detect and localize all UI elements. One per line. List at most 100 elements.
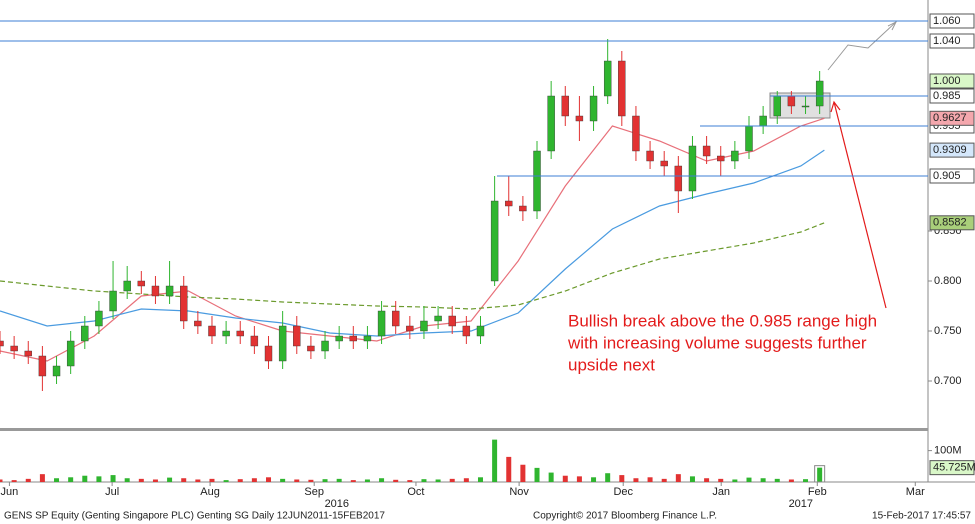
volume-bar — [534, 467, 540, 482]
volume-bar — [788, 479, 794, 482]
volume-bar — [421, 479, 427, 482]
candle-body — [731, 150, 739, 162]
level-label-box — [929, 13, 975, 29]
volume-bar — [68, 477, 74, 482]
volume-bar — [393, 479, 399, 482]
candle-body — [307, 345, 315, 352]
value-label: 45.725M — [933, 462, 975, 474]
candle-body — [660, 160, 668, 167]
candle-body — [490, 200, 499, 282]
footer-center: Copyright© 2017 Bloomberg Finance L.P. — [533, 511, 717, 522]
price-label-box — [929, 73, 975, 89]
volume-bar — [266, 477, 272, 482]
candle-body — [222, 330, 230, 337]
projection-arrow — [827, 21, 897, 71]
candle-body — [674, 165, 683, 192]
volume-bar — [11, 480, 17, 482]
candle-body — [10, 345, 18, 352]
volume-bar — [124, 478, 130, 482]
candle-body — [95, 310, 103, 327]
volume-bar — [181, 478, 187, 482]
pane-separator — [0, 428, 928, 431]
volume-bar — [280, 478, 286, 482]
level-label: 1.040 — [933, 35, 961, 47]
volume-bar — [138, 478, 144, 482]
volume-bar — [294, 479, 300, 482]
year-label: 2017 — [789, 498, 813, 510]
candle-body — [589, 95, 598, 122]
candle-body — [151, 285, 160, 297]
candle-body — [264, 345, 273, 362]
x-tick-label: Oct — [407, 486, 424, 498]
x-tick-label: Mar — [906, 486, 925, 498]
y-tick-label: 0.700 — [934, 375, 962, 387]
volume-bar — [251, 478, 257, 482]
volume-bar — [364, 479, 370, 482]
volume-bar — [82, 475, 88, 482]
volume-bar — [407, 480, 413, 482]
candle-body — [448, 315, 456, 327]
price-label: 1.000 — [933, 75, 961, 87]
x-tick-label: Jan — [712, 486, 730, 498]
candle-body — [646, 150, 654, 162]
volume-bar — [477, 477, 483, 482]
candle-body — [801, 105, 810, 108]
price-label-box — [929, 110, 975, 126]
x-tick-label: Sep — [304, 486, 324, 498]
volume-bar — [633, 478, 639, 482]
x-tick-label: Aug — [200, 486, 220, 498]
volume-bar — [223, 480, 229, 482]
volume-bar — [322, 479, 328, 482]
annotation: upside next — [568, 355, 655, 374]
volume-bar — [379, 478, 385, 482]
candle-body — [24, 350, 32, 357]
volume-bar — [675, 474, 681, 482]
volume-bar — [110, 475, 116, 482]
candle-body — [618, 60, 626, 117]
candle-body — [38, 355, 47, 377]
annotation: Bullish break above the 0.985 range high — [568, 311, 877, 330]
y-tick-label: 0.750 — [934, 325, 962, 337]
volume-bar — [760, 478, 766, 482]
price-label: 0.9627 — [933, 112, 967, 124]
candle-body — [180, 285, 188, 322]
level-label-box — [929, 88, 975, 104]
candle-body — [717, 155, 725, 162]
volume-bar — [492, 439, 498, 482]
candle-body — [547, 95, 555, 152]
volume-bar — [647, 477, 653, 482]
x-tick-label: Jul — [105, 486, 119, 498]
candle-body — [208, 325, 216, 337]
volume-bar — [506, 456, 512, 482]
value-label-box — [929, 460, 975, 476]
y-tick-label: 0.800 — [934, 275, 962, 287]
candle-body — [434, 315, 442, 322]
candle-body — [575, 115, 584, 122]
volume-bar — [96, 476, 102, 482]
price-label: 0.8582 — [933, 217, 967, 229]
candle-body — [321, 340, 329, 352]
arrowhead — [830, 100, 841, 113]
volume-bar — [562, 475, 568, 482]
volume-bar — [774, 478, 780, 482]
candle-body — [81, 325, 89, 342]
candle-body — [603, 60, 612, 97]
candle-body — [561, 95, 569, 117]
candle-body — [278, 325, 287, 362]
candle-body — [406, 325, 414, 332]
volume-bar — [591, 477, 597, 482]
candle-body — [505, 200, 513, 207]
volume-bar — [237, 479, 243, 482]
price-label: 0.9309 — [933, 144, 967, 156]
volume-bar — [350, 480, 356, 482]
level-label-box — [929, 168, 975, 184]
candle-body — [123, 280, 131, 292]
volume-bar — [336, 478, 342, 482]
candle-body — [702, 145, 711, 157]
volume-bar — [0, 479, 3, 482]
candle-body — [250, 335, 259, 347]
volume-bar — [449, 478, 455, 482]
candle-body — [462, 325, 471, 337]
